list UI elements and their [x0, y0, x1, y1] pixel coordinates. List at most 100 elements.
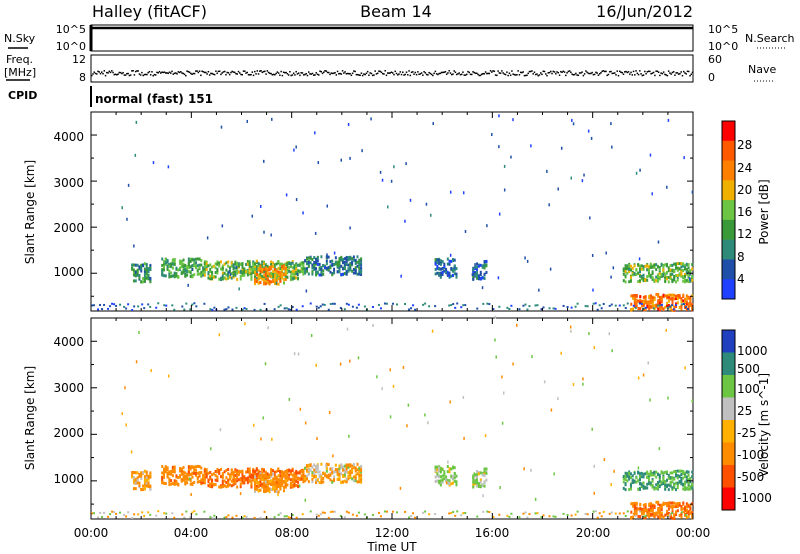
- power-echo-cell: [250, 277, 253, 281]
- power-echo-cell: [311, 270, 314, 274]
- velocity-echo-cell: [658, 479, 661, 483]
- velocity-echo-cell: [483, 471, 486, 475]
- velocity-echo-cell: [448, 470, 451, 474]
- velocity-echo-cell: [138, 472, 141, 476]
- velocity-echo-cell: [163, 481, 166, 485]
- power-noise-cell: [314, 131, 316, 135]
- velocity-echo-cell: [189, 478, 192, 482]
- power-echo-cell: [646, 304, 649, 308]
- power-echo-cell: [264, 282, 267, 286]
- velocity-clutter-cell: [482, 510, 485, 513]
- velocity-clutter-cell: [528, 513, 531, 516]
- freq-point: [203, 71, 206, 74]
- power-echo-cell: [349, 268, 352, 272]
- freq-point: [329, 73, 331, 76]
- freq-point: [290, 74, 292, 77]
- velocity-echo-cell: [259, 481, 262, 485]
- freq-point: [356, 73, 359, 76]
- power-echo-cell: [669, 273, 672, 277]
- x-tick-mark: [391, 112, 393, 118]
- power-echo-cell: [271, 274, 274, 278]
- freq-point: [379, 70, 381, 73]
- power-echo-cell: [356, 272, 359, 276]
- velocity-noise-cell: [190, 493, 192, 497]
- power-noise-cell: [293, 148, 295, 152]
- xtick-1600: 16:00: [475, 526, 510, 540]
- velocity-echo-cell: [275, 487, 278, 491]
- velocity-echo-cell: [678, 514, 681, 518]
- freq-point: [353, 70, 355, 72]
- freq-point: [148, 70, 151, 73]
- power-echo-cell: [288, 269, 291, 273]
- x-tick-mark: [617, 308, 619, 311]
- velocity-echo-cell: [624, 488, 627, 492]
- velocity-clutter-cell: [526, 516, 529, 519]
- freq-point: [414, 71, 417, 74]
- velocity-echo-cell: [275, 490, 278, 494]
- velocity-echo-cell: [163, 472, 166, 476]
- freq-point: [241, 73, 243, 76]
- velocity-echo-cell: [241, 473, 244, 477]
- velocity-echo-cell: [345, 477, 348, 481]
- velocity-echo-cell: [656, 481, 659, 485]
- power-echo-cell: [676, 294, 679, 298]
- power-echo-cell: [680, 304, 683, 308]
- power-echo-cell: [187, 258, 190, 262]
- velocity-echo-cell: [264, 477, 267, 481]
- power-echo-cell: [450, 267, 453, 271]
- power-echo-cell: [656, 276, 659, 280]
- freq-point: [434, 70, 437, 73]
- freq-point: [173, 72, 176, 75]
- velocity-echo-cell: [485, 467, 488, 471]
- velocity-echo-cell: [691, 511, 694, 515]
- velocity-echo-cell: [343, 473, 346, 477]
- velocity-noise-cell: [339, 362, 342, 366]
- power-echo-cell: [342, 258, 345, 262]
- velocity-clutter-cell: [385, 510, 388, 513]
- freq-point: [637, 73, 640, 76]
- power-noise-cell: [462, 191, 465, 195]
- velocity-noise-cell: [381, 387, 383, 391]
- freq-point: [640, 73, 642, 75]
- power-clutter-cell: [600, 307, 603, 310]
- velocity-noise-cell: [691, 399, 694, 403]
- freq-point: [677, 73, 680, 75]
- velocity-echo-cell: [311, 477, 314, 481]
- x-tick-mark: [140, 308, 142, 311]
- velocity-echo-cell: [259, 477, 262, 481]
- velocity-echo-cell: [657, 509, 660, 513]
- velocity-echo-cell: [234, 470, 237, 474]
- power-echo-cell: [218, 261, 221, 265]
- power-noise-cell: [611, 145, 613, 149]
- velocity-echo-cell: [655, 500, 658, 504]
- freq-point: [314, 74, 316, 76]
- freq-point: [153, 73, 156, 76]
- power-noise-cell: [592, 288, 594, 292]
- power-echo-cell: [635, 301, 638, 305]
- freq-point: [182, 72, 185, 75]
- power-noise-cell: [635, 171, 638, 175]
- velocity-clutter-cell: [93, 512, 96, 515]
- velocity-echo-cell: [230, 484, 233, 488]
- power-echo-cell: [236, 271, 239, 275]
- freq-point: [635, 70, 637, 72]
- power-echo-cell: [640, 274, 643, 278]
- velocity-echo-cell: [689, 480, 692, 484]
- power-echo-cell: [263, 273, 266, 277]
- power-echo-cell: [660, 263, 663, 267]
- freq-point: [501, 70, 503, 72]
- power-noise-cell: [498, 212, 501, 216]
- velocity-clutter-cell: [622, 512, 625, 515]
- power-echo-cell: [161, 270, 164, 274]
- velocity-echo-cell: [485, 478, 488, 482]
- colorbar-swatch: [722, 180, 735, 201]
- velocity-echo-cell: [680, 505, 683, 509]
- velocity-echo-cell: [182, 478, 185, 482]
- power-echo-cell: [306, 269, 309, 273]
- colorbar-swatch: [722, 219, 735, 241]
- freq-point: [338, 73, 340, 75]
- velocity-echo-cell: [352, 479, 355, 483]
- velocity-clutter-cell: [518, 516, 521, 519]
- x-tick-mark: [567, 516, 569, 519]
- velocity-clutter-cell: [410, 515, 413, 518]
